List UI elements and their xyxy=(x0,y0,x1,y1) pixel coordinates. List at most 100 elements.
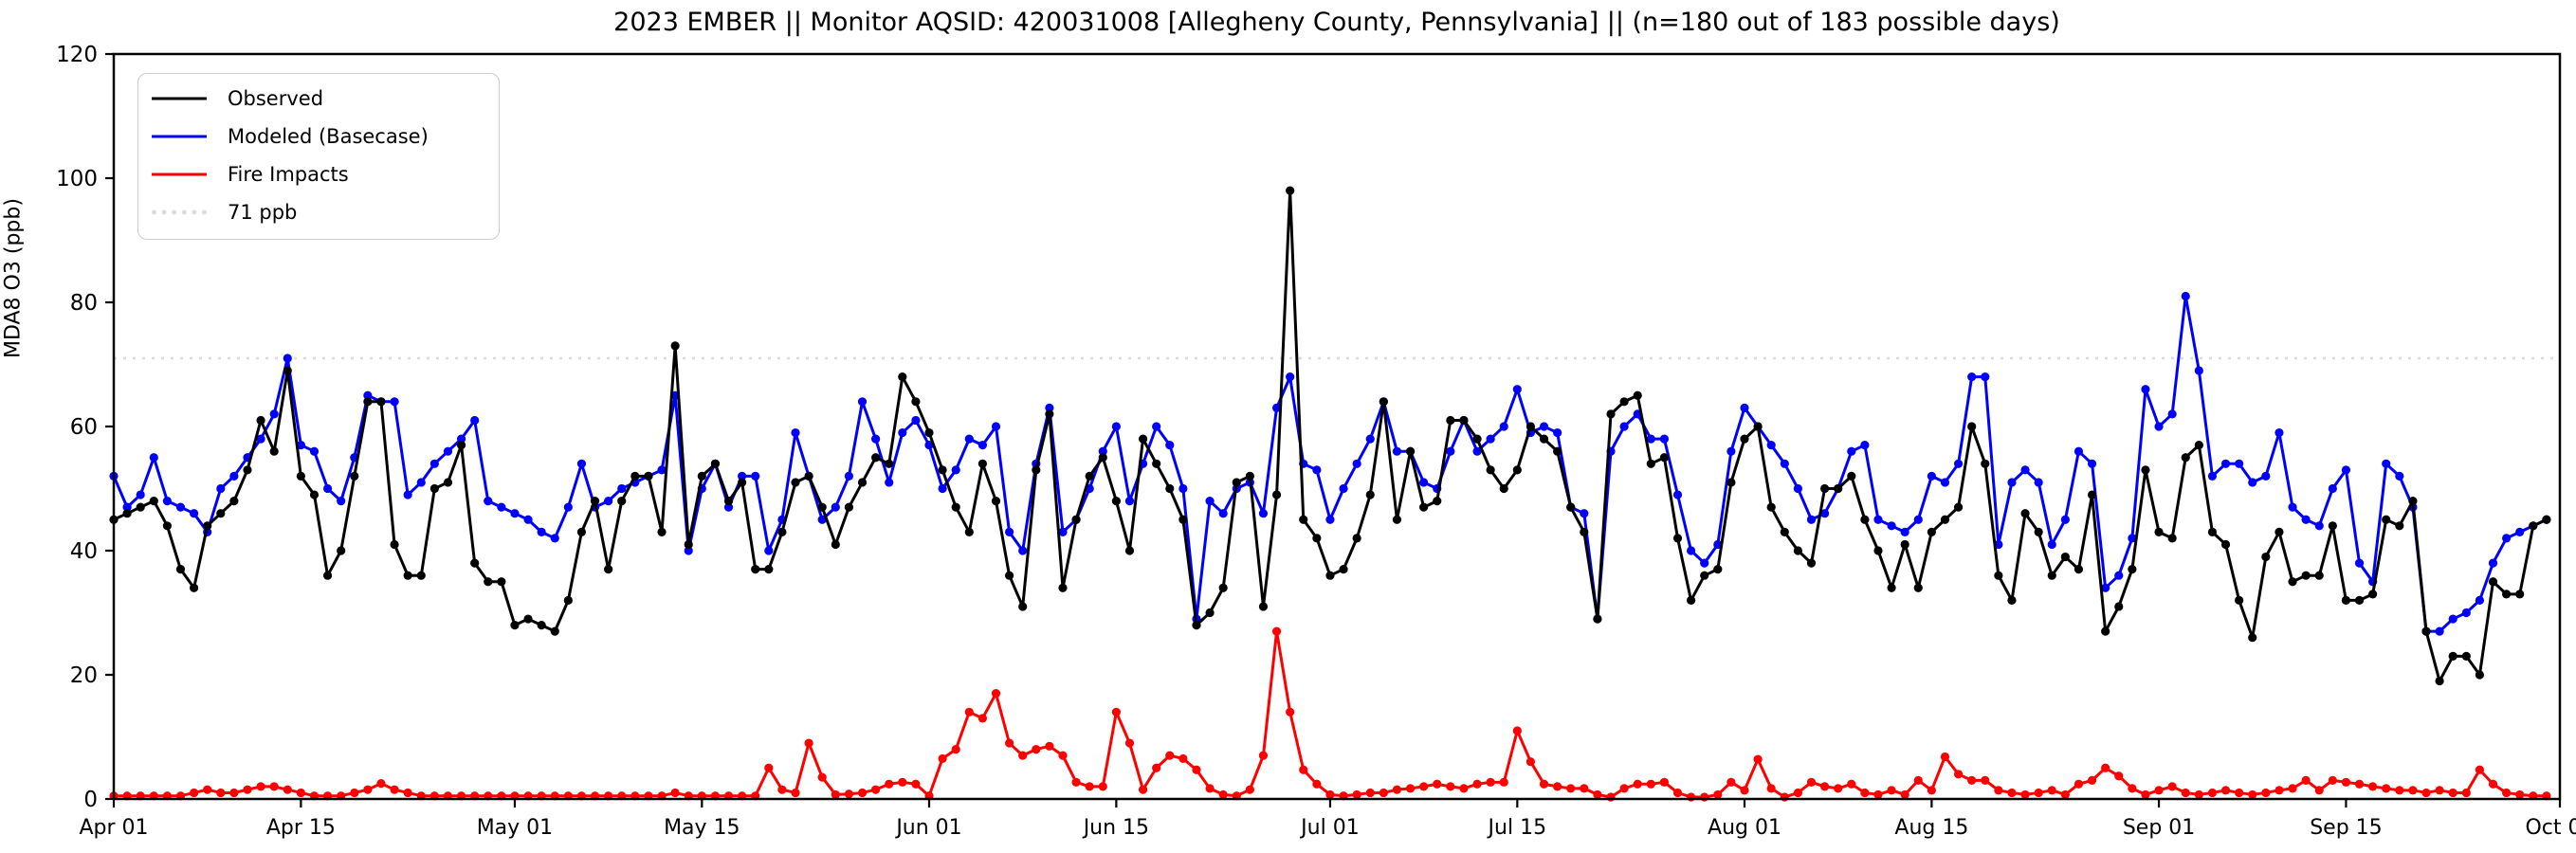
modeled-series-point xyxy=(1312,465,1322,475)
modeled-series-point xyxy=(1780,459,1789,468)
observed-series-point xyxy=(1606,409,1616,419)
observed-series-point xyxy=(1352,534,1361,543)
observed-series-point xyxy=(1045,409,1054,419)
modeled-series-point xyxy=(2382,459,2391,468)
fire-impacts-series-point xyxy=(403,788,412,798)
modeled-series-point xyxy=(2220,459,2231,468)
observed-series-point xyxy=(2475,670,2485,680)
modeled-series-point xyxy=(456,434,466,444)
observed-series-point xyxy=(844,502,854,512)
modeled-series-point xyxy=(122,502,132,512)
fire-impacts-series-point xyxy=(1271,626,1282,636)
observed-series-point xyxy=(2354,595,2365,606)
observed-series-point xyxy=(1593,614,1602,624)
modeled-series-point xyxy=(1205,497,1215,506)
fire-impacts-series-point xyxy=(991,689,1001,699)
observed-series-point xyxy=(885,459,894,468)
modeled-series-point xyxy=(322,483,333,494)
modeled-series-point xyxy=(470,415,480,426)
observed-series-point xyxy=(550,626,559,636)
fire-impacts-series-point xyxy=(1619,784,1629,793)
observed-series-point xyxy=(2395,521,2404,531)
modeled-series-point xyxy=(2154,422,2164,431)
modeled-series-point xyxy=(1873,515,1883,524)
fire-impacts-series-point xyxy=(2488,779,2498,789)
observed-series-point xyxy=(1860,515,1870,524)
x-tick-label: Jul 01 xyxy=(1299,816,1360,840)
observed-series-point xyxy=(1726,478,1736,487)
observed-series-point xyxy=(2435,676,2444,686)
fire-impacts-series-point xyxy=(1793,788,1802,798)
modeled-series-point xyxy=(1352,459,1361,468)
modeled-series-point xyxy=(2448,614,2457,624)
observed-series-point xyxy=(2154,527,2164,536)
fire-impacts-series-point xyxy=(1700,792,1709,802)
fire-impacts-series-point xyxy=(1218,789,1228,800)
observed-series-point xyxy=(2461,651,2471,661)
chart-title: 2023 EMBER || Monitor AQSID: 420031008 [… xyxy=(0,8,2575,37)
fire-impacts-series-point xyxy=(203,785,212,794)
fire-impacts-series-point xyxy=(1913,775,1923,785)
observed-series-point xyxy=(871,453,881,463)
observed-series-point xyxy=(1806,558,1817,568)
modeled-series-point xyxy=(256,434,265,444)
modeled-series-point xyxy=(2288,502,2297,512)
modeled-series-point xyxy=(2395,471,2404,481)
fire-impacts-series-point xyxy=(1098,782,1107,791)
observed-series-point xyxy=(484,577,493,587)
fire-impacts-series-point xyxy=(1258,751,1269,760)
fire-impacts-series-point xyxy=(1299,765,1308,774)
observed-series-point xyxy=(2341,595,2351,606)
modeled-series-point xyxy=(1286,372,1295,382)
modeled-series-point xyxy=(1646,434,1655,444)
observed-series-point xyxy=(1659,453,1670,463)
x-tick-label: Jun 01 xyxy=(894,816,961,840)
fire-impacts-series-point xyxy=(2395,786,2404,795)
modeled-series-point xyxy=(523,515,533,524)
observed-series-point xyxy=(1847,471,1856,481)
observed-series-point xyxy=(296,471,305,481)
modeled-series-point xyxy=(2114,571,2124,580)
observed-series-point xyxy=(924,427,934,438)
modeled-series-point xyxy=(136,490,145,499)
observed-series-point xyxy=(2515,590,2525,599)
modeled-series-point xyxy=(991,422,1001,431)
fire-impacts-series-point xyxy=(2421,788,2431,798)
observed-series-point xyxy=(1566,502,1576,512)
observed-series-point xyxy=(2128,565,2137,574)
x-tick-label: Jun 15 xyxy=(1082,816,1149,840)
observed-series-point xyxy=(1124,546,1135,555)
modeled-series-line xyxy=(112,294,2549,633)
observed-series-point xyxy=(964,527,974,536)
fire-impacts-series-point xyxy=(1365,788,1375,798)
modeled-series-point xyxy=(964,434,974,444)
modeled-series-point xyxy=(2275,427,2284,438)
observed-series-point xyxy=(497,577,506,587)
modeled-series-point xyxy=(857,397,868,407)
fire-impacts-series-point xyxy=(1633,779,1642,789)
fire-impacts-series-point xyxy=(1994,786,2003,795)
modeled-series-point xyxy=(429,459,439,468)
fire-impacts-series-point xyxy=(1111,707,1121,717)
modeled-series-point xyxy=(1726,446,1736,456)
modeled-series-point xyxy=(337,497,346,506)
observed-series-point xyxy=(2275,527,2284,536)
fire-impacts-series-point xyxy=(1138,785,1148,794)
fire-impacts-series-point xyxy=(2382,784,2391,793)
fire-impacts-series-point xyxy=(1819,782,1830,791)
fire-impacts-series-point xyxy=(2515,789,2525,800)
fire-impacts-series-point xyxy=(2034,788,2043,798)
fire-impacts-series-point xyxy=(2261,788,2271,798)
observed-series-point xyxy=(1994,571,2003,580)
observed-series-point xyxy=(977,459,987,468)
observed-series-point xyxy=(2194,441,2203,450)
fire-impacts-series-point xyxy=(216,788,226,798)
observed-series-point xyxy=(2181,453,2190,463)
modeled-series-point xyxy=(2435,626,2444,636)
fire-impacts-series-point xyxy=(1165,751,1175,760)
observed-series-point xyxy=(2141,465,2150,475)
fire-impacts-series-point xyxy=(857,788,868,798)
fire-impacts-series-point xyxy=(1352,789,1361,800)
fire-impacts-series-point xyxy=(764,763,774,772)
modeled-series-point xyxy=(938,483,947,494)
